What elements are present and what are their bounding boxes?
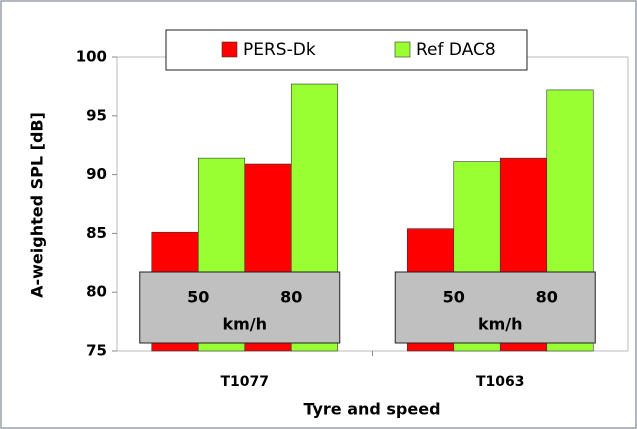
legend-swatch — [394, 41, 411, 58]
x-axis-title: Tyre and speed — [303, 400, 440, 419]
speed-label: 50 — [187, 288, 209, 307]
x-tick-label: T1063 — [476, 374, 525, 390]
unit-label: km/h — [478, 315, 523, 334]
speed-label: 50 — [443, 288, 465, 307]
legend-label: Ref DAC8 — [416, 40, 496, 60]
x-tick-label: T1077 — [220, 374, 269, 390]
y-tick-label: 90 — [86, 165, 107, 183]
legend-label: PERS-Dk — [243, 40, 316, 60]
speed-box — [139, 271, 341, 344]
legend-swatch — [221, 41, 238, 58]
unit-label: km/h — [222, 315, 267, 334]
y-tick-label: 75 — [86, 342, 107, 360]
y-tick-label: 80 — [86, 283, 107, 301]
speed-label: 80 — [536, 288, 558, 307]
y-tick-label: 95 — [86, 106, 107, 124]
speed-label: 80 — [280, 288, 302, 307]
y-tick-label: 100 — [76, 48, 107, 66]
y-tick-label: 85 — [86, 224, 107, 242]
y-axis-title: A-weighted SPL [dB] — [28, 112, 47, 298]
speed-box — [394, 271, 596, 344]
